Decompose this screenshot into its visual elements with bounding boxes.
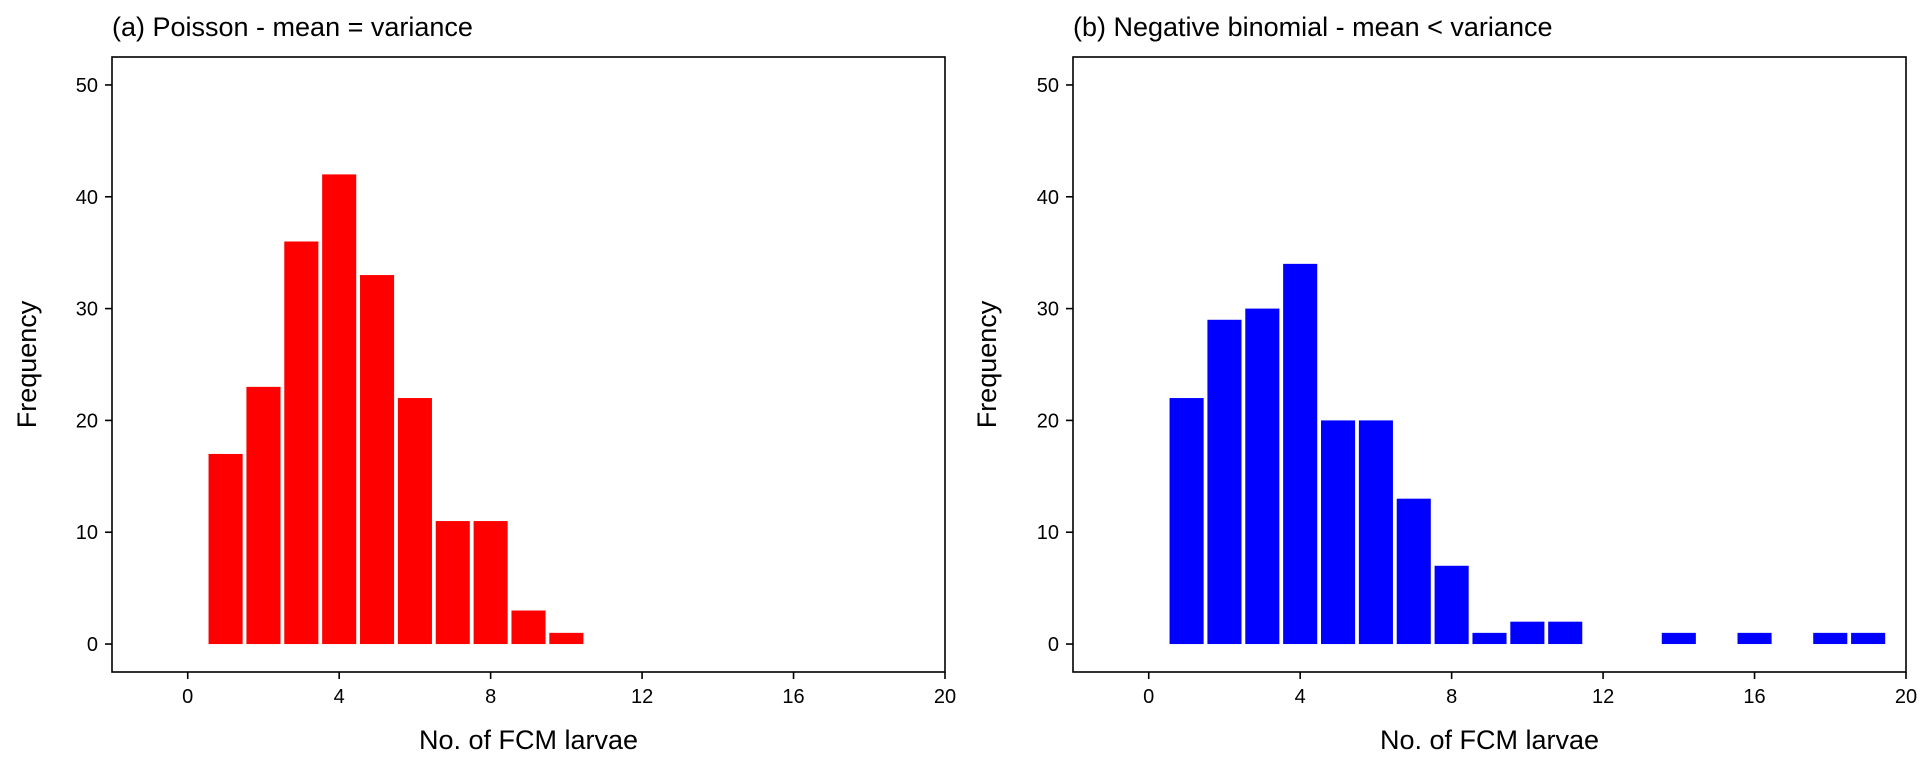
chart-panel-2: 0 4 8 12 16 20 0 10 20 30 40 50 (b) Negative binomia…: [972, 12, 1917, 755]
bar-3: [284, 241, 319, 645]
x-tick-label: 20: [934, 686, 956, 708]
bar-2: [1207, 319, 1242, 645]
bar-11: [1548, 621, 1583, 645]
y-tick-label: 20: [76, 410, 98, 432]
bar-4: [322, 174, 357, 645]
bar-10: [1510, 621, 1545, 645]
bar-10: [549, 632, 584, 645]
bar-1: [1169, 398, 1204, 645]
x-tick-label: 20: [1895, 686, 1917, 708]
y-axis-label: Frequency: [972, 300, 1002, 428]
x-tick-label: 16: [782, 686, 804, 708]
bar-5: [1321, 420, 1356, 645]
bar-1: [208, 453, 243, 645]
bar-7: [1396, 498, 1431, 645]
x-axis-label: No. of FCM larvae: [419, 725, 638, 755]
y-tick-label: 40: [1037, 187, 1059, 209]
bar-5: [360, 275, 395, 645]
chart-title: (a) Poisson - mean = variance: [112, 12, 473, 42]
y-tick-label: 10: [1037, 522, 1059, 544]
y-tick-label: 10: [76, 522, 98, 544]
plot-frame: [1072, 56, 1907, 673]
y-tick-label: 40: [76, 187, 98, 209]
x-axis: 0 4 8 12 16 20: [1143, 672, 1917, 708]
x-tick-label: 4: [334, 686, 345, 708]
y-axis-label: Frequency: [12, 300, 42, 428]
bar-4: [1283, 263, 1318, 645]
bar-8: [473, 521, 508, 645]
x-tick-label: 0: [182, 686, 193, 708]
x-axis-label: No. of FCM larvae: [1380, 725, 1599, 755]
bar-3: [1245, 308, 1280, 645]
bar-14: [1661, 632, 1696, 645]
bar-19: [1851, 632, 1886, 645]
y-tick-label: 50: [76, 75, 98, 97]
bar-6: [1358, 420, 1393, 645]
y-axis: 0 10 20 30 40 50: [76, 75, 112, 656]
y-tick-label: 0: [87, 634, 98, 656]
y-axis: 0 10 20 30 40 50: [1037, 75, 1073, 656]
y-tick-label: 0: [1048, 634, 1059, 656]
bar-6: [397, 398, 432, 645]
chart-title: (b) Negative binomial - mean < variance: [1073, 12, 1552, 42]
bar-7: [435, 521, 470, 645]
x-tick-label: 16: [1743, 686, 1765, 708]
x-tick-label: 8: [1446, 686, 1457, 708]
bars: [1169, 263, 1886, 645]
x-axis: 0 4 8 12 16 20: [182, 672, 956, 708]
x-tick-label: 0: [1143, 686, 1154, 708]
y-tick-label: 50: [1037, 75, 1059, 97]
y-tick-label: 30: [76, 299, 98, 321]
y-tick-label: 30: [1037, 299, 1059, 321]
chart-panel-1: 0 4 8 12 16 20 0 10 20 30 40 50 (a) Poisson - mean =…: [12, 12, 956, 755]
bar-9: [511, 610, 546, 645]
y-tick-label: 20: [1037, 410, 1059, 432]
bar-16: [1737, 632, 1772, 645]
bars: [208, 174, 584, 645]
x-tick-label: 4: [1295, 686, 1306, 708]
x-tick-label: 12: [1592, 686, 1614, 708]
bar-8: [1434, 565, 1469, 645]
x-tick-label: 8: [485, 686, 496, 708]
bar-9: [1472, 632, 1507, 645]
plot-frame: [111, 56, 946, 673]
x-tick-label: 12: [631, 686, 653, 708]
bar-18: [1813, 632, 1848, 645]
bar-2: [246, 386, 281, 645]
